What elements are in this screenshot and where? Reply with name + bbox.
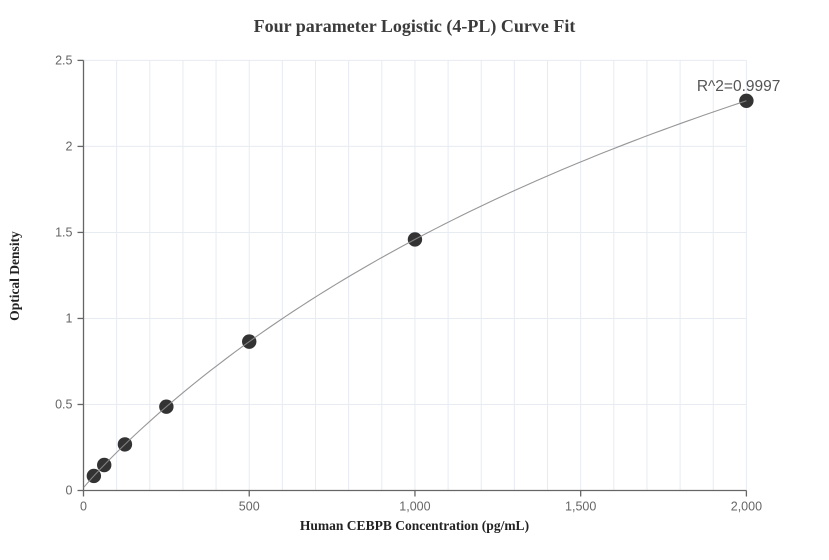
svg-text:1,500: 1,500 [565,500,596,514]
svg-text:500: 500 [239,500,260,514]
svg-text:1.5: 1.5 [55,225,72,239]
svg-text:0: 0 [80,500,87,514]
svg-text:1,000: 1,000 [399,500,430,514]
svg-text:0.5: 0.5 [55,397,72,411]
svg-text:2: 2 [66,139,73,153]
svg-text:2.5: 2.5 [55,53,72,67]
svg-text:R^2=0.9997: R^2=0.9997 [697,78,781,95]
svg-text:1: 1 [66,311,73,325]
svg-text:0: 0 [66,484,73,498]
svg-text:2,000: 2,000 [731,500,762,514]
